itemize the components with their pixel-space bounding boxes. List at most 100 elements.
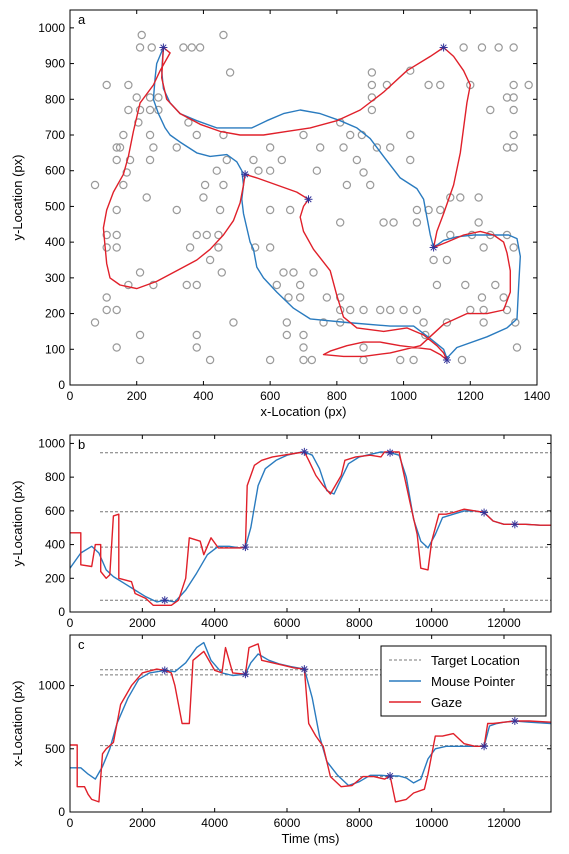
target-circle xyxy=(115,143,125,152)
target-circle xyxy=(182,280,191,290)
target-circle xyxy=(192,280,201,290)
x-tick-label: 600 xyxy=(260,389,280,403)
y-tick-label: 400 xyxy=(45,235,65,249)
target-circle xyxy=(119,180,128,190)
target-circle xyxy=(217,268,226,277)
target-circle xyxy=(299,330,308,340)
x-tick-label: 0 xyxy=(67,389,74,403)
target-circle xyxy=(90,318,100,327)
target-circle xyxy=(406,130,415,140)
target-circle xyxy=(145,155,155,165)
target-circle xyxy=(265,205,275,215)
y-tick-label: 0 xyxy=(58,378,65,392)
target-circle xyxy=(225,68,235,77)
target-circle xyxy=(187,43,196,52)
target-circle xyxy=(214,243,223,252)
target-circle xyxy=(124,80,133,90)
star-marker xyxy=(300,665,309,674)
target-circle xyxy=(307,355,317,365)
star-marker xyxy=(160,596,169,605)
target-circle xyxy=(346,130,355,140)
target-circle xyxy=(509,143,518,152)
y-tick-label: 0 xyxy=(58,805,65,819)
target-circle xyxy=(219,30,228,40)
target-circle xyxy=(145,105,155,115)
target-circle xyxy=(456,193,465,202)
target-circle xyxy=(282,330,292,340)
target-circle xyxy=(135,105,145,115)
y-tick-label: 500 xyxy=(45,742,65,756)
target-circle xyxy=(265,355,275,365)
target-circle xyxy=(342,180,352,190)
legend-label: Mouse Pointer xyxy=(431,674,515,689)
target-circle xyxy=(90,180,100,190)
legend-label: Gaze xyxy=(431,695,462,710)
target-circle xyxy=(499,293,508,302)
target-circle xyxy=(442,255,452,265)
target-circle xyxy=(409,355,418,365)
legend: Target Location Mouse Pointer Gaze xyxy=(380,645,547,717)
x-tick-label: 1200 xyxy=(457,389,484,403)
y-tick-label: 1000 xyxy=(38,679,65,693)
plot-frame xyxy=(69,9,538,386)
x-tick-label: 1000 xyxy=(390,389,417,403)
target-circle xyxy=(412,305,422,315)
target-circle xyxy=(479,243,488,252)
mouse-pointer-line xyxy=(70,451,551,603)
target-circle xyxy=(509,93,518,102)
target-circle xyxy=(346,305,355,315)
star-marker xyxy=(241,543,250,552)
x-tick-label: 6000 xyxy=(274,816,301,830)
target-circle xyxy=(367,93,377,102)
target-circle xyxy=(322,293,332,302)
target-circle xyxy=(229,318,238,327)
star-marker xyxy=(510,716,519,725)
y-tick-label: 800 xyxy=(45,92,65,106)
star-marker xyxy=(510,520,519,529)
x-tick-label: 400 xyxy=(193,389,213,403)
target-circle xyxy=(429,255,438,265)
target-circle xyxy=(367,68,377,77)
target-circle xyxy=(202,230,211,240)
plot-frame xyxy=(69,634,552,813)
target-circle xyxy=(479,305,488,315)
target-circle xyxy=(299,343,308,352)
target-circle xyxy=(466,305,475,315)
target-circle xyxy=(250,243,260,252)
panel-label: a xyxy=(78,12,86,27)
star-marker xyxy=(241,170,250,179)
x-tick-label: 6000 xyxy=(274,616,301,630)
target-circle xyxy=(421,330,430,340)
star-marker xyxy=(480,508,489,517)
target-circle xyxy=(199,193,208,202)
target-circle xyxy=(335,293,345,302)
target-circle xyxy=(279,268,288,277)
target-circle xyxy=(412,205,422,215)
x-tick-label: 200 xyxy=(127,389,147,403)
target-circle xyxy=(119,130,128,140)
target-circle xyxy=(299,355,308,365)
target-circle xyxy=(412,218,422,227)
target-circle xyxy=(112,243,121,252)
star-marker xyxy=(386,448,395,457)
y-axis-label: y-Location (px) xyxy=(10,155,25,241)
panel-b: 0 2000 4000 6000 8000 10000 12000 0 200 400 600 800… xyxy=(10,434,552,630)
target-circle xyxy=(212,166,221,175)
target-circle xyxy=(112,343,121,352)
target-circle xyxy=(135,355,145,365)
target-circle xyxy=(214,230,223,240)
y-tick-label: 200 xyxy=(45,307,65,321)
star-marker xyxy=(442,356,451,364)
target-circle xyxy=(315,143,325,152)
target-circle xyxy=(396,355,405,365)
target-circle xyxy=(192,330,201,340)
star-marker xyxy=(480,742,489,751)
target-circle xyxy=(389,218,398,227)
target-circle xyxy=(185,243,195,252)
target-circle xyxy=(295,280,305,290)
x-tick-label: 10000 xyxy=(415,816,449,830)
mouse-pointer-line xyxy=(152,47,521,359)
plot-frame xyxy=(69,434,552,613)
target-circle xyxy=(172,205,181,215)
target-circle xyxy=(436,80,445,90)
